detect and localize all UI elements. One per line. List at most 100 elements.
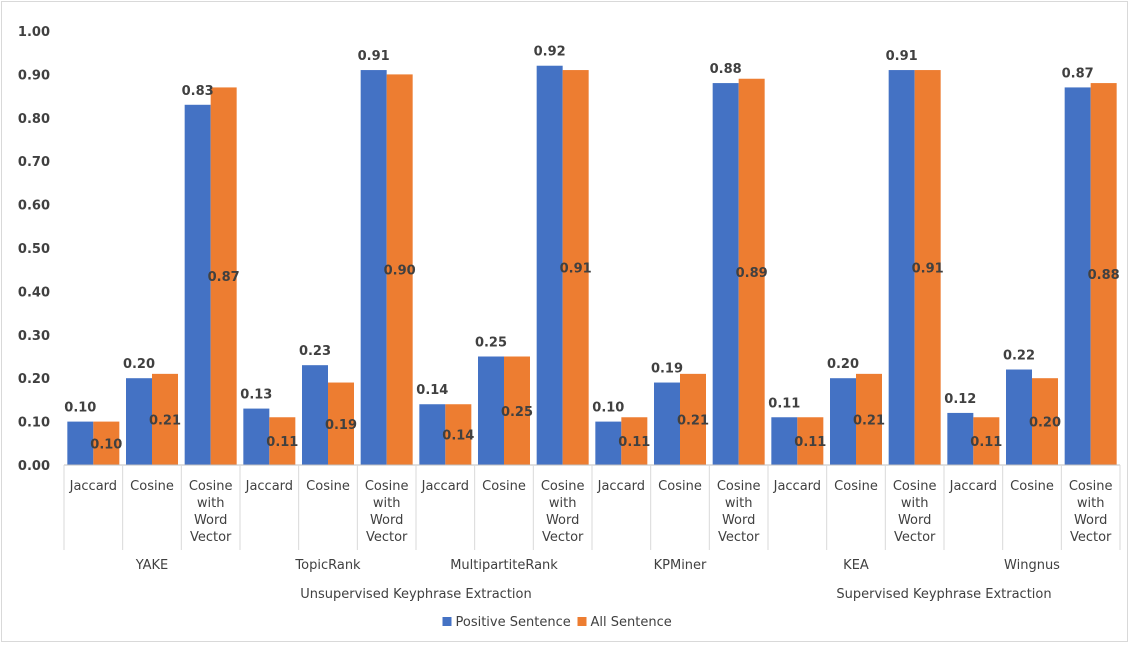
data-label: 0.91 <box>886 49 918 64</box>
data-label: 0.12 <box>944 392 976 407</box>
y-tick-label: 0.40 <box>18 285 50 300</box>
x-category-label: Cosine <box>658 479 702 494</box>
bar-positive-sentence <box>302 365 328 465</box>
data-label: 0.90 <box>384 264 416 279</box>
data-label: 0.89 <box>736 266 768 281</box>
bar-all-sentence <box>738 78 765 466</box>
data-label: 0.22 <box>1003 349 1035 364</box>
data-label: 0.21 <box>149 413 181 428</box>
x-category-label: Jaccard <box>597 479 645 494</box>
y-tick-label: 0.50 <box>18 242 50 257</box>
bar-positive-sentence <box>478 356 504 465</box>
y-tick-label: 0.90 <box>18 68 50 83</box>
bar-positive-sentence <box>654 382 680 465</box>
data-label: 0.11 <box>794 435 826 450</box>
bar-all-sentence <box>973 417 1000 465</box>
bar-positive-sentence <box>419 404 446 465</box>
x-category-label: Cosine <box>1010 479 1054 494</box>
data-label: 0.14 <box>416 383 448 398</box>
data-label: 0.10 <box>592 401 624 416</box>
data-label: 0.10 <box>90 437 122 452</box>
bar-positive-sentence <box>888 70 915 465</box>
bar-positive-sentence <box>1064 87 1091 466</box>
x-method-label: KPMiner <box>654 558 707 573</box>
y-tick-label: 0.10 <box>18 416 50 431</box>
y-tick-label: 0.30 <box>18 329 50 344</box>
bar-all-sentence <box>914 70 941 465</box>
bar-all-sentence <box>93 421 120 465</box>
data-label: 0.88 <box>1088 268 1120 283</box>
bar-all-sentence <box>386 74 413 466</box>
x-category-label: Cosine <box>834 479 878 494</box>
x-method-label: YAKE <box>135 558 169 573</box>
x-category-label: Jaccard <box>949 479 997 494</box>
data-label: 0.91 <box>912 262 944 277</box>
data-label: 0.92 <box>534 45 566 60</box>
data-label: 0.21 <box>853 413 885 428</box>
bar-all-sentence <box>680 373 706 465</box>
bar-all-sentence <box>210 87 237 466</box>
data-label: 0.11 <box>768 396 800 411</box>
bar-positive-sentence <box>536 65 563 465</box>
x-category-label: Jaccard <box>245 479 293 494</box>
bar-positive-sentence <box>830 378 856 465</box>
data-label: 0.23 <box>299 344 331 359</box>
bar-all-sentence <box>856 373 882 465</box>
bar-positive-sentence <box>126 378 152 465</box>
data-label: 0.87 <box>1062 66 1094 81</box>
bar-positive-sentence <box>712 83 739 465</box>
legend-swatch <box>577 617 587 626</box>
x-category-label: Cosine with Word Vector <box>541 479 585 545</box>
data-label: 0.19 <box>325 418 357 433</box>
x-method-label: TopicRank <box>294 558 361 573</box>
data-label: 0.13 <box>240 388 272 403</box>
x-category-label: Cosine <box>130 479 174 494</box>
bar-all-sentence <box>445 404 472 465</box>
bar-positive-sentence <box>67 421 94 465</box>
data-label: 0.20 <box>827 357 859 372</box>
x-group-label: Unsupervised Keyphrase Extraction <box>300 587 531 602</box>
x-method-label: KEA <box>843 558 869 573</box>
x-category-label: Cosine with Word Vector <box>189 479 233 545</box>
data-label: 0.10 <box>64 401 96 416</box>
data-label: 0.19 <box>651 362 683 377</box>
x-category-label: Cosine <box>306 479 350 494</box>
x-category-label: Cosine with Word Vector <box>717 479 761 545</box>
y-tick-label: 0.60 <box>18 199 50 214</box>
y-tick-label: 0.80 <box>18 112 50 127</box>
y-tick-label: 0.00 <box>18 459 50 474</box>
y-tick-label: 0.20 <box>18 372 50 387</box>
bar-positive-sentence <box>243 408 270 465</box>
legend-label: All Sentence <box>591 615 672 630</box>
data-label: 0.91 <box>560 262 592 277</box>
bar-positive-sentence <box>1006 369 1032 465</box>
bar-all-sentence <box>1090 83 1117 465</box>
bar-all-sentence <box>797 417 824 465</box>
data-label: 0.20 <box>123 357 155 372</box>
x-category-label: Cosine <box>482 479 526 494</box>
bar-all-sentence <box>504 356 530 465</box>
data-label: 0.14 <box>442 429 474 444</box>
data-label: 0.25 <box>501 405 533 420</box>
data-label: 0.11 <box>266 435 298 450</box>
y-tick-label: 0.70 <box>18 155 50 170</box>
bar-all-sentence <box>152 373 178 465</box>
data-label: 0.11 <box>970 435 1002 450</box>
data-label: 0.87 <box>208 270 240 285</box>
data-label: 0.11 <box>618 435 650 450</box>
y-tick-label: 1.00 <box>18 25 50 40</box>
x-category-label: Jaccard <box>421 479 469 494</box>
data-label: 0.25 <box>475 336 507 351</box>
bar-all-sentence <box>328 382 354 465</box>
data-label: 0.83 <box>182 84 214 99</box>
bar-positive-sentence <box>595 421 622 465</box>
legend-label: Positive Sentence <box>456 615 571 630</box>
bar-all-sentence <box>562 70 589 465</box>
bar-positive-sentence <box>360 70 387 465</box>
data-label: 0.91 <box>358 49 390 64</box>
x-category-label: Cosine with Word Vector <box>1069 479 1113 545</box>
bar-all-sentence <box>1032 378 1058 465</box>
